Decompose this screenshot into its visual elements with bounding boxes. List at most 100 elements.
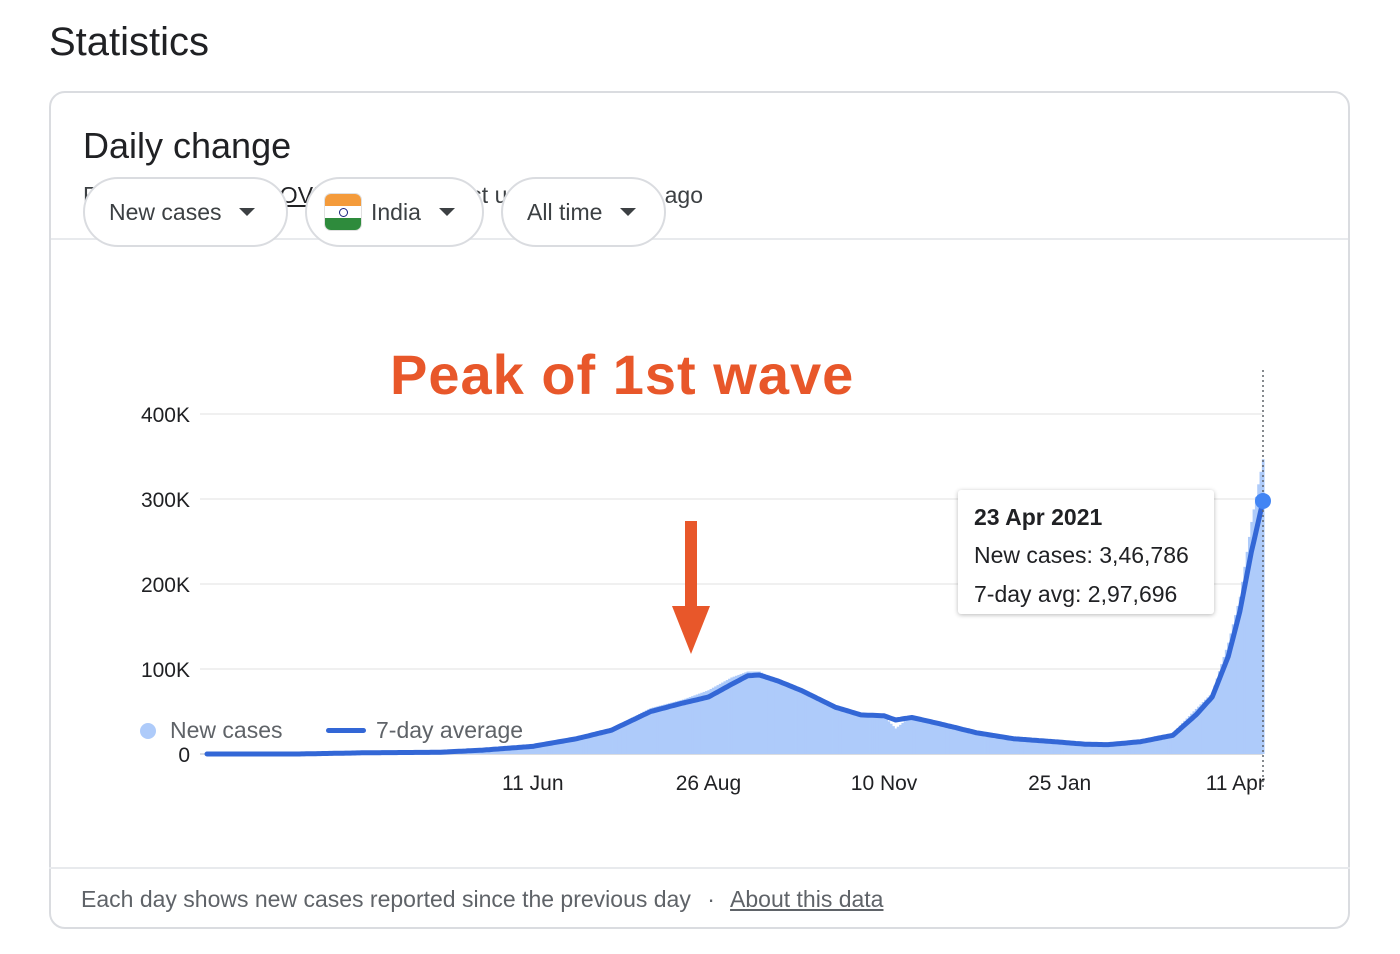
metric-dropdown-label: New cases [109, 198, 222, 225]
new-cases-bar [702, 691, 706, 754]
new-cases-bar [1197, 706, 1200, 754]
new-cases-bar [728, 678, 731, 754]
range-dropdown[interactable]: All time [501, 177, 666, 247]
new-cases-bar [1224, 649, 1228, 754]
new-cases-bar [783, 683, 787, 754]
new-cases-bar [527, 745, 530, 754]
new-cases-bar [679, 700, 683, 754]
new-cases-bar [591, 733, 595, 754]
new-cases-bar [566, 739, 570, 754]
new-cases-bar [605, 729, 609, 754]
new-cases-bar [557, 741, 560, 754]
new-cases-bar [721, 682, 724, 754]
new-cases-bar [1150, 738, 1154, 754]
new-cases-bar [1067, 743, 1071, 754]
new-cases-bar [1037, 741, 1041, 754]
y-tick-label: 300K [141, 489, 190, 512]
new-cases-bar [656, 706, 660, 754]
new-cases-bar [1130, 742, 1133, 754]
new-cases-bar [631, 717, 634, 754]
card-title: Daily change [83, 125, 292, 166]
new-cases-bar [737, 674, 741, 754]
new-cases-bar [1171, 732, 1175, 754]
tooltip-date: 23 Apr 2021 [974, 504, 1103, 530]
new-cases-bar [1169, 733, 1173, 754]
new-cases-bar [674, 701, 678, 754]
new-cases-bar [744, 672, 747, 754]
new-cases-bar [649, 708, 653, 754]
new-cases-bar [880, 716, 884, 754]
new-cases-bar [746, 671, 750, 754]
new-cases-bar [1033, 740, 1036, 754]
new-cases-bar [522, 746, 526, 754]
new-cases-bar [1021, 739, 1025, 754]
new-cases-bar [513, 746, 516, 754]
new-cases-bar [716, 685, 720, 754]
country-dropdown[interactable]: India [305, 177, 484, 247]
new-cases-bar [1204, 699, 1207, 754]
new-cases-bar [1201, 702, 1205, 754]
tooltip-average: 7-day avg: 2,97,696 [974, 581, 1178, 607]
new-cases-bar [538, 744, 542, 754]
new-cases-bar [1238, 596, 1242, 754]
new-cases-bar [709, 688, 713, 754]
new-cases-bar [838, 709, 842, 754]
new-cases-bar [570, 738, 574, 754]
annotation-arrow-head [672, 606, 710, 654]
new-cases-bar [1102, 744, 1106, 754]
new-cases-bar [942, 724, 946, 754]
new-cases-bar [1243, 566, 1247, 754]
new-cases-bar [1127, 742, 1131, 754]
new-cases-bar [1072, 743, 1076, 754]
new-cases-bar [873, 715, 877, 754]
new-cases-bar [760, 672, 764, 754]
new-cases-bar [1141, 740, 1145, 754]
new-cases-bar [996, 736, 999, 754]
new-cases-bar [1137, 741, 1140, 754]
new-cases-bar [790, 687, 794, 754]
new-cases-bar [813, 697, 817, 754]
about-data-link[interactable]: About this data [730, 886, 884, 912]
new-cases-bar [765, 675, 768, 754]
new-cases-bar [984, 734, 988, 754]
legend-dot-icon [140, 722, 156, 739]
new-cases-bar [845, 710, 849, 754]
new-cases-bar [952, 726, 955, 754]
new-cases-bar [552, 741, 556, 754]
new-cases-bar [1113, 743, 1117, 754]
new-cases-bar [633, 716, 637, 754]
new-cases-bar [550, 742, 553, 754]
new-cases-bar [785, 684, 789, 754]
new-cases-bar [547, 742, 551, 754]
new-cases-bar [959, 728, 962, 754]
new-cases-bar [975, 733, 979, 754]
new-cases-bar [933, 721, 937, 754]
new-cases-bar [936, 722, 939, 754]
new-cases-bar [610, 728, 613, 754]
new-cases-bar [889, 723, 893, 754]
new-cases-bar [1016, 739, 1020, 754]
new-cases-bar [628, 718, 632, 754]
new-cases-bar [1180, 723, 1184, 754]
new-cases-bar [529, 745, 533, 754]
new-cases-bar [515, 746, 519, 754]
new-cases-bar [792, 688, 796, 754]
new-cases-bar [966, 730, 969, 754]
new-cases-bar [781, 682, 784, 754]
new-cases-bar [901, 723, 905, 754]
new-cases-bar [1208, 695, 1212, 754]
chart-tooltip: 23 Apr 2021 New cases: 3,46,786 7-day av… [958, 490, 1214, 614]
new-cases-bar [714, 686, 717, 754]
new-cases-bar [584, 735, 588, 754]
metric-dropdown[interactable]: New cases [83, 177, 288, 247]
new-cases-bar [1081, 743, 1085, 754]
new-cases-bar [545, 743, 549, 754]
new-cases-bar [1023, 739, 1027, 754]
legend-line-icon [326, 728, 366, 733]
new-cases-bar [1199, 704, 1203, 754]
new-cases-bar [1005, 737, 1009, 754]
new-cases-bar [841, 709, 845, 754]
new-cases-bar [600, 730, 604, 754]
new-cases-bar [778, 681, 782, 754]
